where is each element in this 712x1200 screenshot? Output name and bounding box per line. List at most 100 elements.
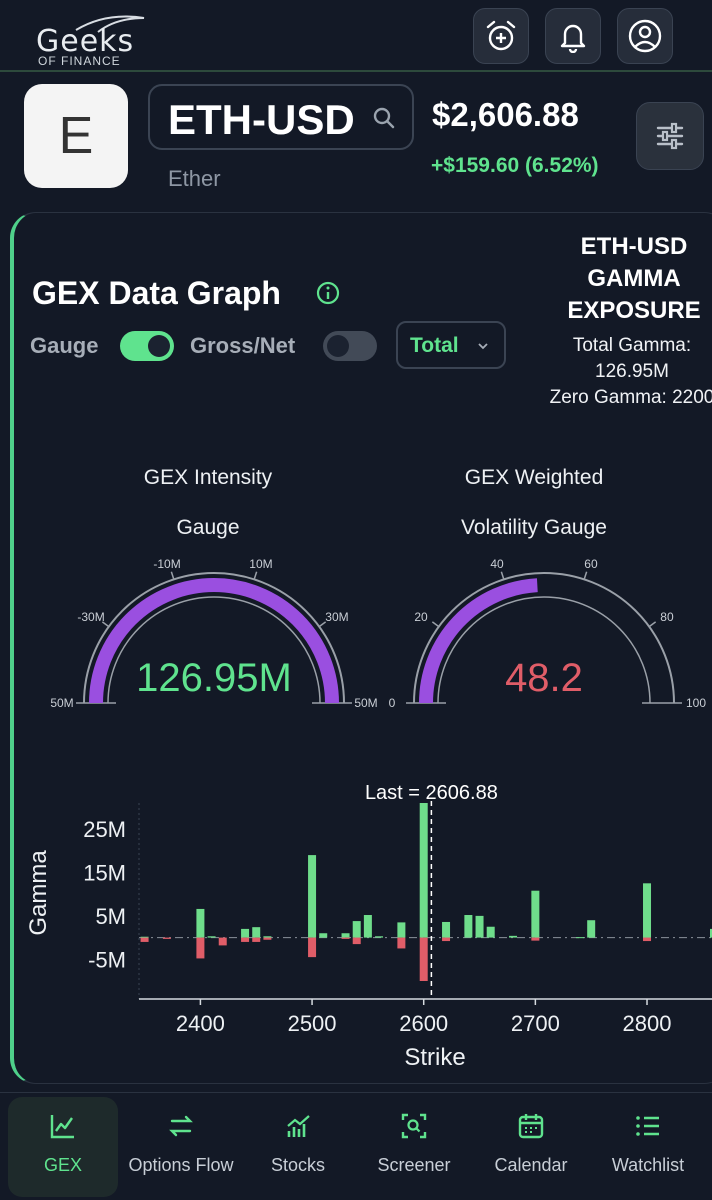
negative-gamma-bar	[263, 937, 272, 940]
x-tick-label: 2700	[511, 1011, 560, 1036]
gauge-title-line: Gauge	[176, 516, 240, 539]
calendar-icon	[518, 1114, 544, 1139]
gauge-fill-arc	[419, 578, 538, 704]
gauge-tick-label: 30M	[325, 610, 348, 624]
toggle-knob	[327, 335, 349, 357]
gex-volatility-gauge: 0 20 40 60 80 100 48.2	[389, 557, 707, 710]
positive-gamma-bar	[464, 915, 473, 938]
y-axis-title: Gamma	[25, 850, 52, 936]
y-tick-label: 25M	[83, 817, 126, 842]
negative-gamma-bar	[442, 937, 451, 942]
scan-search-icon	[401, 1113, 427, 1139]
zero-gamma: Zero Gamma: 2200	[549, 387, 712, 408]
gauge-tick-label: -10M	[153, 557, 180, 571]
ticker-logo: E	[24, 84, 128, 188]
positive-gamma-bar	[196, 908, 205, 938]
gauge-inner-arc	[107, 596, 321, 704]
negative-gamma-bar	[218, 937, 227, 946]
gauge-tick-label: 80	[660, 610, 674, 624]
trending-bars-icon	[287, 1115, 310, 1137]
positive-gamma-bar	[442, 921, 451, 938]
gauge-tick	[170, 571, 175, 580]
positive-gamma-bar	[643, 883, 652, 938]
top-bar: Geeks OF FINANCE	[0, 0, 712, 72]
nav-label: Screener	[377, 1155, 451, 1175]
gauge-toggle[interactable]	[120, 331, 174, 361]
gauge-tick-label: 50M	[50, 696, 73, 710]
nav-label: Options Flow	[128, 1155, 234, 1175]
arrows-exchange-icon	[169, 1115, 193, 1137]
nav-gex[interactable]: GEX	[8, 1097, 118, 1197]
negative-gamma-bar	[341, 937, 350, 939]
ticker-change: +$159.60 (6.52%)	[431, 154, 599, 177]
total-select-value: Total	[410, 334, 459, 357]
gauge-value: 126.95M	[136, 656, 292, 700]
gauge-tick	[431, 621, 440, 628]
gauge-tick-label: 0	[389, 696, 396, 710]
x-tick-label: 2400	[176, 1011, 225, 1036]
positive-gamma-bar	[375, 936, 384, 938]
negative-gamma-bar	[643, 937, 652, 942]
ticker-symbol: ETH-USD	[168, 96, 355, 143]
negative-gamma-bar	[308, 937, 317, 958]
logo-text: Geeks	[36, 24, 135, 59]
total-gamma-label: Total Gamma:	[572, 335, 692, 356]
list-icon	[636, 1116, 659, 1136]
bottom-nav: GEX Options Flow Stocks Screener Calenda…	[0, 1092, 712, 1200]
positive-gamma-bar	[475, 915, 484, 938]
gross-net-toggle[interactable]	[323, 331, 377, 361]
negative-gamma-bar	[140, 937, 149, 942]
total-gamma-value: 126.95M	[595, 361, 669, 382]
gauge-value: 48.2	[505, 656, 583, 700]
nav-screener[interactable]: Screener	[362, 1097, 466, 1197]
nav-stocks[interactable]: Stocks	[246, 1097, 350, 1197]
gauge-tick-label: 60	[584, 557, 598, 571]
positive-gamma-bar	[341, 933, 350, 938]
nav-label: Stocks	[270, 1155, 326, 1175]
gauge-title-line: Volatility Gauge	[461, 516, 607, 539]
nav-options-flow[interactable]: Options Flow	[122, 1097, 240, 1197]
alarm-add-icon	[486, 20, 516, 51]
gex-title: GEX Data Graph	[32, 275, 281, 311]
positive-gamma-bar	[397, 922, 406, 938]
x-tick-label: 2800	[623, 1011, 672, 1036]
gauge-outer-arc	[83, 572, 345, 704]
positive-gamma-bar	[352, 921, 361, 938]
positive-gamma-bar	[363, 915, 372, 938]
gauge-title-line: GEX Weighted	[464, 466, 604, 489]
negative-gamma-bar	[419, 937, 428, 981]
negative-gamma-bar	[196, 937, 205, 959]
y-tick-label: -5M	[88, 947, 126, 972]
positive-gamma-bar	[319, 933, 328, 938]
positive-gamma-bar	[140, 936, 149, 938]
gauge-fill-arc	[89, 578, 339, 704]
gauge-title-volatility: GEX Weighted Volatility Gauge	[384, 453, 684, 553]
ticker-name: Ether	[168, 166, 221, 191]
gauge-outer-arc	[413, 572, 675, 704]
gauge-tick	[101, 621, 110, 628]
profile-button[interactable]	[617, 8, 673, 64]
gauge-tick	[318, 621, 327, 628]
negative-gamma-bar	[397, 937, 406, 949]
notifications-button[interactable]	[545, 8, 601, 64]
gauge-tick-label: -30M	[77, 610, 104, 624]
info-icon[interactable]	[316, 281, 340, 305]
exposure-title-line: GAMMA	[587, 265, 681, 292]
positive-gamma-bar	[531, 890, 540, 938]
positive-gamma-bar	[710, 928, 712, 938]
alarm-add-button[interactable]	[473, 8, 529, 64]
search-icon	[373, 107, 395, 129]
gauge-tick	[648, 621, 657, 628]
nav-label: Watchlist	[611, 1155, 685, 1175]
filter-settings-button[interactable]	[636, 102, 704, 170]
positive-gamma-bar	[587, 920, 596, 938]
nav-watchlist[interactable]: Watchlist	[596, 1097, 700, 1197]
total-select[interactable]: Total	[396, 321, 506, 369]
gauge-title-intensity: GEX Intensity Gauge	[58, 453, 358, 553]
ticker-price: $2,606.88	[432, 96, 579, 133]
app-logo[interactable]: Geeks OF FINANCE	[36, 12, 154, 68]
symbol-search-box[interactable]: ETH-USD	[148, 84, 414, 150]
negative-gamma-bar	[252, 937, 261, 942]
gauge-title-line: GEX Intensity	[143, 466, 273, 489]
nav-calendar[interactable]: Calendar	[478, 1097, 584, 1197]
